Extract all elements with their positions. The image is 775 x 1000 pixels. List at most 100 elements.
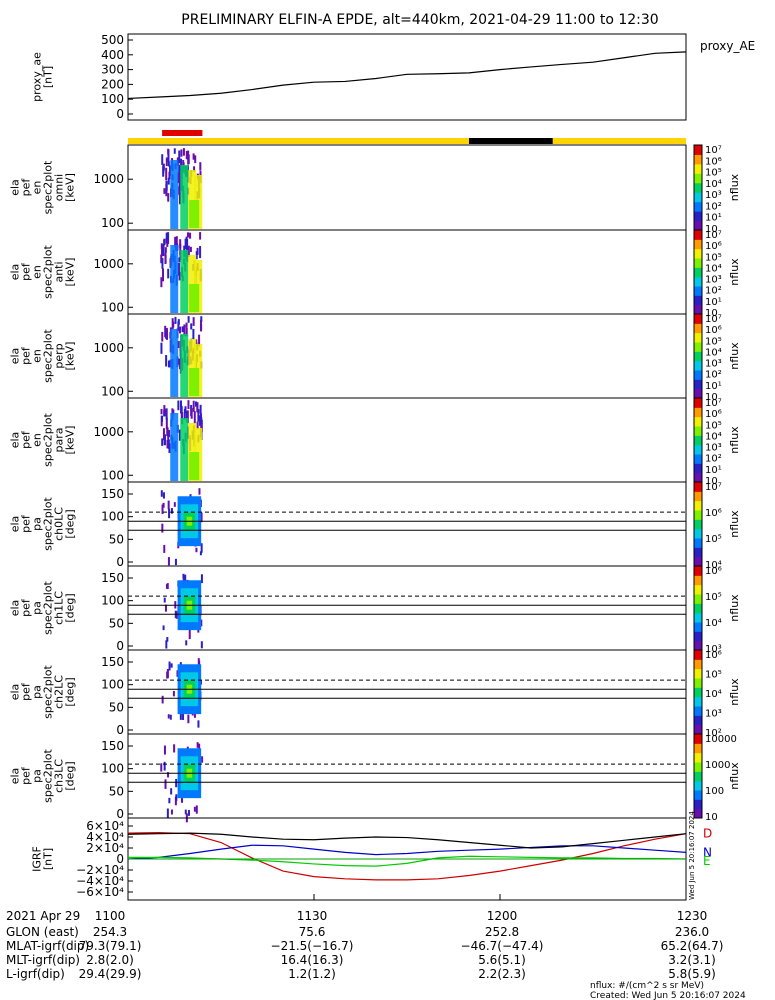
colorbar-segment xyxy=(694,734,702,744)
colorbar-tick-label: 1000 xyxy=(705,760,730,771)
ytick-label: 100 xyxy=(101,594,124,608)
ytick-label: 100 xyxy=(101,762,124,776)
colorbar-segment xyxy=(694,314,702,324)
spectrogram-cell xyxy=(164,252,167,265)
spectrogram-cell xyxy=(182,712,185,720)
spectrogram-cell xyxy=(165,327,168,339)
colorbar-segment xyxy=(694,398,702,408)
spectrogram-cell xyxy=(182,573,185,579)
spectrogram-cell xyxy=(176,670,179,677)
panel-ylabel-line: ch1LC xyxy=(53,591,66,625)
spectrogram-cell xyxy=(178,150,181,164)
panel-ylabel-line: pef xyxy=(20,514,33,533)
spectrogram-cell xyxy=(199,162,202,171)
ytick-label: 6×10⁴ xyxy=(86,819,124,833)
plot-title: PRELIMINARY ELFIN-A EPDE, alt=440km, 202… xyxy=(181,12,658,28)
spectrogram-cell xyxy=(170,508,173,514)
footer-value: −21.5(−16.7) xyxy=(271,939,354,953)
spectrogram-cell xyxy=(192,153,195,160)
spectrogram-cell xyxy=(184,238,187,250)
panel-frame xyxy=(127,733,687,819)
footer-value: 1130 xyxy=(297,909,328,923)
colorbar-label: nflux xyxy=(728,762,741,790)
panel-frame xyxy=(127,144,687,231)
spectrogram-cell xyxy=(200,324,203,331)
spectrogram-cell xyxy=(161,695,164,704)
colorbar-tick-label: 10¹ xyxy=(705,213,722,224)
colorbar-segment xyxy=(694,407,702,418)
panel-ylabel-line: [keV] xyxy=(64,173,77,202)
spectrogram-cell xyxy=(189,246,192,253)
spectrogram-cell xyxy=(168,171,171,180)
spectrogram-cell xyxy=(200,641,203,649)
colorbar-segment xyxy=(694,622,702,632)
spectrogram-cell xyxy=(187,154,190,165)
spectrogram-cell xyxy=(199,551,202,556)
ytick-label: 200 xyxy=(101,77,124,91)
spectrogram-cell xyxy=(170,160,179,229)
colorbar-tick-label: 10² xyxy=(705,286,722,297)
colorbar-tick-label: 10⁵ xyxy=(705,670,722,681)
spectrogram-cell xyxy=(164,410,167,417)
spectrogram-cell xyxy=(167,177,170,185)
colorbar-tick-label: 10¹ xyxy=(705,297,722,308)
footer-value: 252.8 xyxy=(485,925,519,939)
colorbar-segment xyxy=(694,145,702,155)
colorbar-tick-label: 10² xyxy=(705,728,722,739)
ytick-label: 100 xyxy=(101,468,124,482)
spectrogram-cell xyxy=(177,358,180,365)
spectrogram-cell xyxy=(187,714,190,724)
colorbar-segment xyxy=(694,276,702,287)
legend-N: N xyxy=(703,845,712,859)
panel-ylabel-line: pa xyxy=(31,685,44,699)
spectrogram-cell xyxy=(179,243,182,255)
spectrogram-cell xyxy=(180,418,189,481)
spectrogram-cell xyxy=(174,316,177,324)
panel-pa_ch2: elapefpaspec2plotch2LC[deg]05010015010²1… xyxy=(9,649,741,739)
colorbar-segment xyxy=(694,743,702,754)
panel-ylabel-line: pef xyxy=(20,766,33,785)
panel-ylabel-line: spec2plot xyxy=(42,665,55,719)
colorbar-segment xyxy=(694,304,702,315)
colorbar-segment xyxy=(694,323,702,334)
footer-value: 5.6(5.1) xyxy=(478,953,526,967)
spectrogram-cell xyxy=(179,713,182,720)
colorbar-tick-label: 10⁶ xyxy=(705,566,722,577)
colorbar-segment xyxy=(694,201,702,212)
colorbar-tick-label: 10⁵ xyxy=(705,336,722,347)
panel-ylabel-line: [nT] xyxy=(42,848,55,870)
panel-ylabel-line: [keV] xyxy=(64,258,77,287)
colorbar-segment xyxy=(694,416,702,427)
spectrogram-cell xyxy=(185,327,188,337)
spectrogram-cell xyxy=(162,428,165,441)
panel-ylabel-line: anti xyxy=(53,261,66,282)
spectrogram-cell xyxy=(179,358,182,370)
spectrogram-cell xyxy=(187,245,190,258)
colorbar-tick-label: 10³ xyxy=(705,644,722,655)
spectrogram-cell xyxy=(161,523,164,533)
spectrogram-cell xyxy=(178,192,181,205)
spectrogram-cell xyxy=(193,713,196,718)
spectrogram-cell xyxy=(196,421,199,430)
spectrogram-cell xyxy=(175,611,178,619)
spectrogram-cell xyxy=(169,165,172,176)
spectrogram-cell xyxy=(165,417,168,430)
spectrogram-cell xyxy=(165,232,168,244)
spectrogram-cell xyxy=(179,400,182,407)
panel-ylabel-line: para xyxy=(53,428,66,453)
colorbar-segment xyxy=(694,556,702,567)
colorbar-tick-label: 10² xyxy=(705,454,722,465)
colorbar-tick-label: 10⁶ xyxy=(705,325,722,336)
spectrogram-cell xyxy=(183,408,186,420)
units-note: nflux: #/(cm^2 s sr MeV) xyxy=(590,981,704,991)
panel-ylabel-line: proxy_ae xyxy=(31,52,44,102)
colorbar-segment xyxy=(694,519,702,530)
spectrogram-cell xyxy=(161,154,164,165)
colorbar-tick-label: 10⁶ xyxy=(705,156,722,167)
footer-row-label: GLON (east) xyxy=(6,925,79,939)
panel-en_perp: elapefenspec2plotperp[keV]10010001010¹10… xyxy=(9,313,741,403)
spectrogram-cell xyxy=(177,264,180,276)
